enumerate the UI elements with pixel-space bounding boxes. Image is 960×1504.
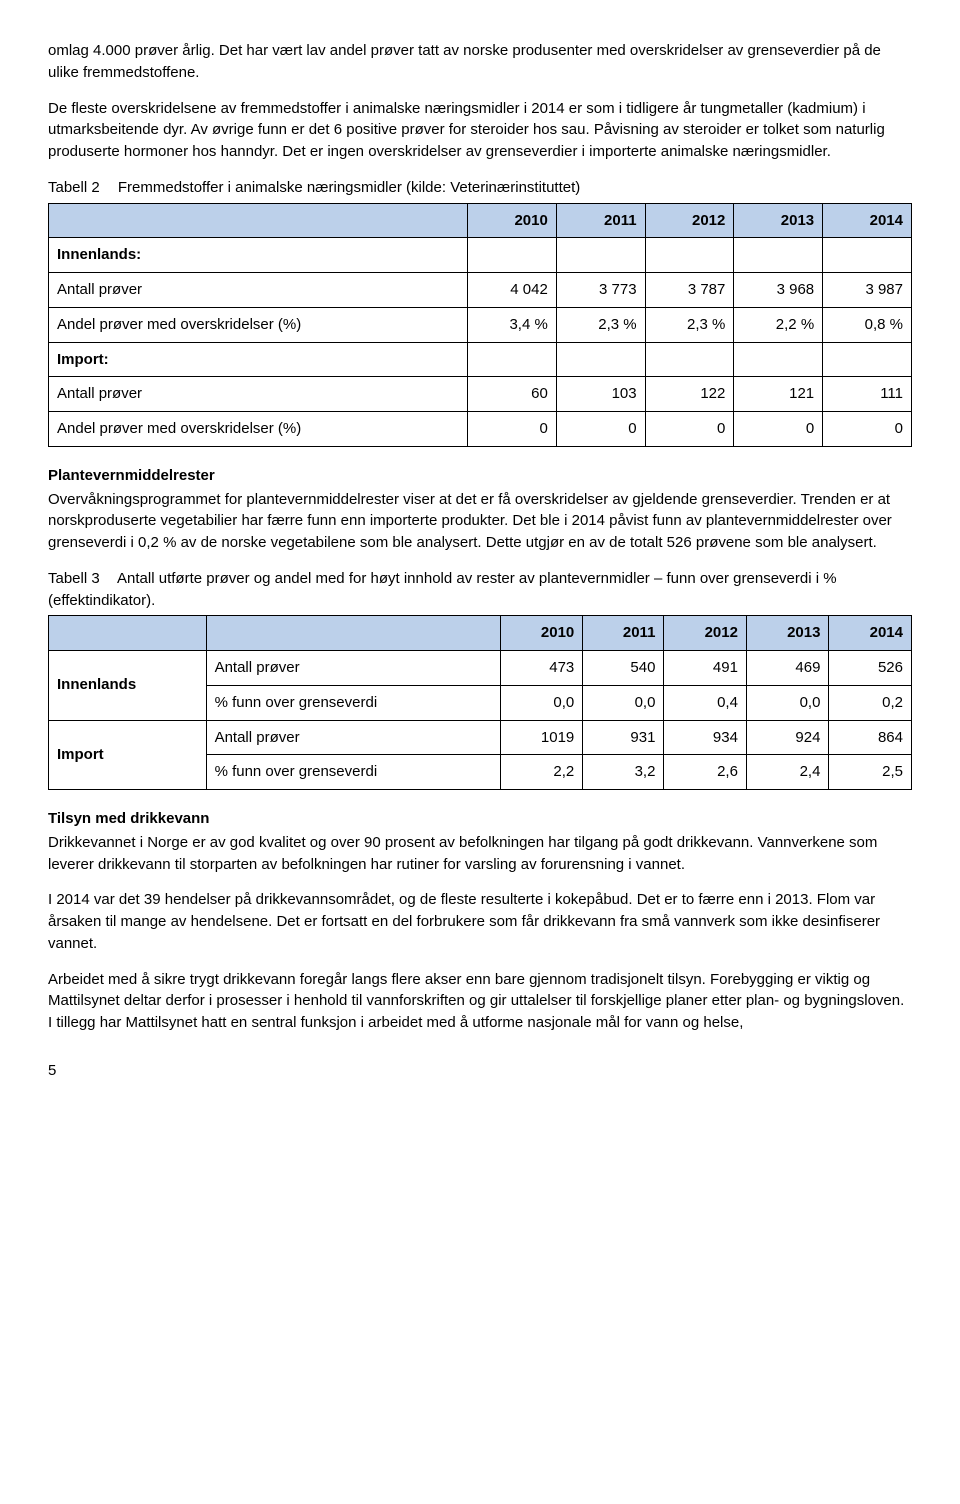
cell: 0 (556, 412, 645, 447)
row-label: Andel prøver med overskridelser (%) (49, 412, 468, 447)
cell: 934 (664, 720, 747, 755)
table-row: Andel prøver med overskridelser (%) 0 0 … (49, 412, 912, 447)
cell: 121 (734, 377, 823, 412)
cell: 526 (829, 651, 912, 686)
cell: 2,6 (664, 755, 747, 790)
table3-year: 2014 (829, 616, 912, 651)
row-label: % funn over grenseverdi (206, 685, 500, 720)
row-label: Antall prøver (206, 651, 500, 686)
cell: 2,2 % (734, 307, 823, 342)
table3-blank-header (206, 616, 500, 651)
paragraph: De fleste overskridelsene av fremmedstof… (48, 98, 912, 163)
table2-section-label: Innenlands: (49, 238, 468, 273)
table2: 2010 2011 2012 2013 2014 Innenlands: Ant… (48, 203, 912, 447)
cell: 0 (734, 412, 823, 447)
table-row: Andel prøver med overskridelser (%) 3,4 … (49, 307, 912, 342)
cell: 540 (583, 651, 664, 686)
cell: 3,2 (583, 755, 664, 790)
table3-header-row: 2010 2011 2012 2013 2014 (49, 616, 912, 651)
group-label: Innenlands (49, 651, 207, 721)
table2-section-label: Import: (49, 342, 468, 377)
table3: 2010 2011 2012 2013 2014 Innenlands Anta… (48, 615, 912, 790)
cell: 473 (500, 651, 583, 686)
cell: 2,2 (500, 755, 583, 790)
cell: 1019 (500, 720, 583, 755)
paragraph: omlag 4.000 prøver årlig. Det har vært l… (48, 40, 912, 84)
paragraph: Arbeidet med å sikre trygt drikkevann fo… (48, 969, 912, 1034)
row-label: % funn over grenseverdi (206, 755, 500, 790)
cell: 4 042 (468, 273, 557, 308)
cell: 3 987 (823, 273, 912, 308)
cell: 469 (746, 651, 829, 686)
table2-section-row: Import: (49, 342, 912, 377)
cell: 0,4 (664, 685, 747, 720)
table3-caption: Tabell 3 Antall utførte prøver og andel … (48, 568, 912, 612)
cell: 2,3 % (556, 307, 645, 342)
paragraph: Overvåkningsprogrammet for plantevernmid… (48, 489, 912, 554)
paragraph: Drikkevannet i Norge er av god kvalitet … (48, 832, 912, 876)
page-number: 5 (48, 1060, 912, 1082)
row-label: Andel prøver med overskridelser (%) (49, 307, 468, 342)
cell: 0 (823, 412, 912, 447)
row-label: Antall prøver (49, 273, 468, 308)
drikkevann-heading: Tilsyn med drikkevann (48, 808, 912, 830)
table2-header-row: 2010 2011 2012 2013 2014 (49, 203, 912, 238)
table3-label: Tabell 3 (48, 570, 100, 587)
cell: 122 (645, 377, 734, 412)
table2-caption: Tabell 2 Fremmedstoffer i animalske næri… (48, 177, 912, 199)
table-row: Import Antall prøver 1019 931 934 924 86… (49, 720, 912, 755)
table2-blank-header (49, 203, 468, 238)
cell: 60 (468, 377, 557, 412)
table2-label: Tabell 2 (48, 179, 100, 196)
table3-year: 2010 (500, 616, 583, 651)
cell: 0,2 (829, 685, 912, 720)
row-label: Antall prøver (206, 720, 500, 755)
cell: 2,3 % (645, 307, 734, 342)
table2-year: 2013 (734, 203, 823, 238)
cell: 0,0 (746, 685, 829, 720)
cell: 3 787 (645, 273, 734, 308)
row-label: Antall prøver (49, 377, 468, 412)
plantevern-heading: Plantevernmiddelrester (48, 465, 912, 487)
table3-title: Antall utførte prøver og andel med for h… (48, 570, 837, 609)
cell: 864 (829, 720, 912, 755)
table3-year: 2011 (583, 616, 664, 651)
table2-section-row: Innenlands: (49, 238, 912, 273)
table-row: Innenlands Antall prøver 473 540 491 469… (49, 651, 912, 686)
table3-year: 2013 (746, 616, 829, 651)
table3-year: 2012 (664, 616, 747, 651)
table2-year: 2010 (468, 203, 557, 238)
cell: 3 968 (734, 273, 823, 308)
table-row: Antall prøver 60 103 122 121 111 (49, 377, 912, 412)
cell: 103 (556, 377, 645, 412)
cell: 931 (583, 720, 664, 755)
cell: 2,4 (746, 755, 829, 790)
cell: 111 (823, 377, 912, 412)
cell: 0 (645, 412, 734, 447)
cell: 3 773 (556, 273, 645, 308)
cell: 3,4 % (468, 307, 557, 342)
table2-year: 2012 (645, 203, 734, 238)
table2-year: 2014 (823, 203, 912, 238)
table2-title: Fremmedstoffer i animalske næringsmidler… (118, 179, 580, 196)
table-row: Antall prøver 4 042 3 773 3 787 3 968 3 … (49, 273, 912, 308)
table2-year: 2011 (556, 203, 645, 238)
cell: 0,0 (583, 685, 664, 720)
group-label: Import (49, 720, 207, 790)
cell: 0,8 % (823, 307, 912, 342)
cell: 0,0 (500, 685, 583, 720)
cell: 0 (468, 412, 557, 447)
table3-blank-header (49, 616, 207, 651)
cell: 491 (664, 651, 747, 686)
paragraph: I 2014 var det 39 hendelser på drikkevan… (48, 889, 912, 954)
cell: 924 (746, 720, 829, 755)
cell: 2,5 (829, 755, 912, 790)
